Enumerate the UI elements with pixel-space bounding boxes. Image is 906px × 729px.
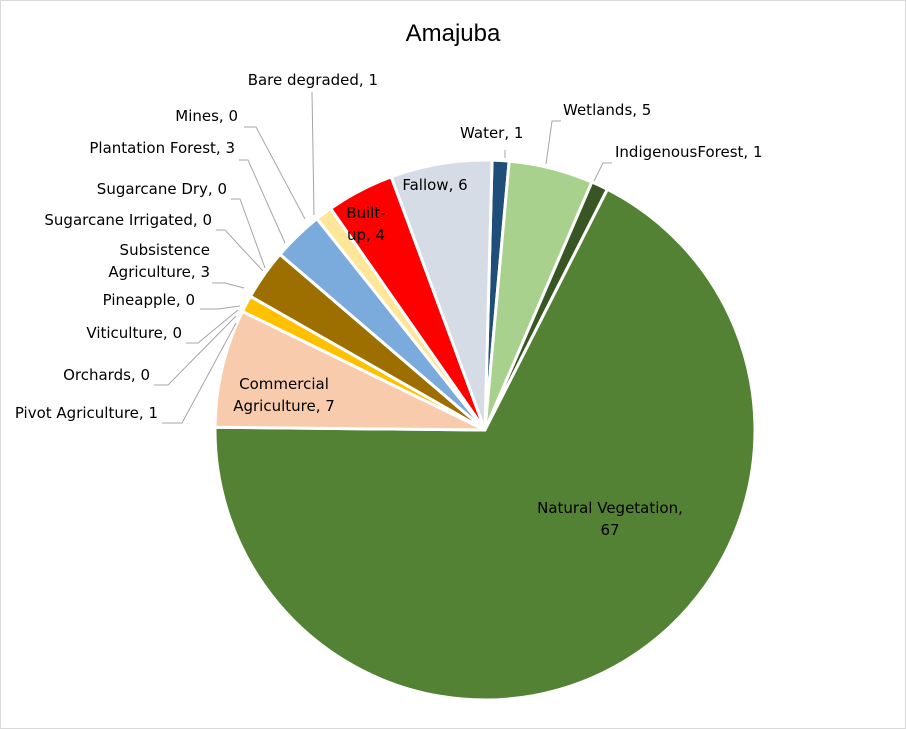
data-label-sugarcane-dry: Sugarcane Dry, 0	[97, 180, 227, 198]
data-label-mines: Mines, 0	[175, 107, 238, 125]
data-label-viticulture: Viticulture, 0	[86, 324, 182, 342]
data-label-natural-vegetation: Natural Vegetation, 67	[537, 499, 683, 539]
data-label-fallow: Fallow, 6	[402, 176, 467, 194]
data-label-pineapple: Pineapple, 0	[103, 291, 195, 309]
data-label-plantation-forest: Plantation Forest, 3	[89, 139, 235, 157]
leader-line-wetlands	[545, 120, 561, 165]
pie-slice-commercial-agriculture	[213, 309, 487, 432]
data-label-sugarcane-irrigated: Sugarcane Irrigated, 0	[44, 211, 212, 229]
leader-line-orchards	[154, 315, 237, 386]
data-label-orchards: Orchards, 0	[63, 366, 150, 384]
data-label-built-up: Built-up, 4	[346, 204, 385, 244]
data-label-bare-degraded: Bare degraded, 1	[248, 71, 378, 89]
leader-line-sugarcane-dry	[231, 198, 266, 269]
leader-line-subsistence-agriculture	[212, 282, 245, 289]
leader-line-mines	[244, 126, 306, 220]
data-label-commercial-agriculture: Commercial Agriculture, 7	[233, 375, 335, 415]
data-label-water: Water, 1	[460, 124, 523, 142]
leader-line-viticulture	[186, 309, 239, 344]
pie-slices	[213, 158, 757, 702]
data-labels: Water, 1 Wetlands, 5 IndigenousForest, 1 Na…	[15, 71, 763, 539]
chart-title: Amajuba	[405, 20, 501, 47]
leader-line-bare-degraded	[311, 91, 315, 216]
data-label-pivot-agriculture: Pivot Agriculture, 1	[15, 404, 158, 422]
data-label-subsistence-agriculture: Subsistence Agriculture, 3	[108, 241, 210, 281]
data-label-wetlands: Wetlands, 5	[563, 101, 651, 119]
data-label-indigenousforest: IndigenousForest, 1	[615, 143, 763, 161]
leader-line-sugarcane-irrigated	[216, 229, 264, 272]
leader-line-pivot-agriculture	[162, 322, 237, 424]
pie-slice-fallow	[389, 158, 494, 432]
pie-slice-natural-vegetation	[213, 187, 757, 702]
leader-line-indigenousforest	[593, 162, 612, 182]
leader-line-pineapple	[200, 305, 241, 310]
leader-line-plantation-forest	[239, 159, 286, 244]
leader-lines	[154, 91, 612, 424]
